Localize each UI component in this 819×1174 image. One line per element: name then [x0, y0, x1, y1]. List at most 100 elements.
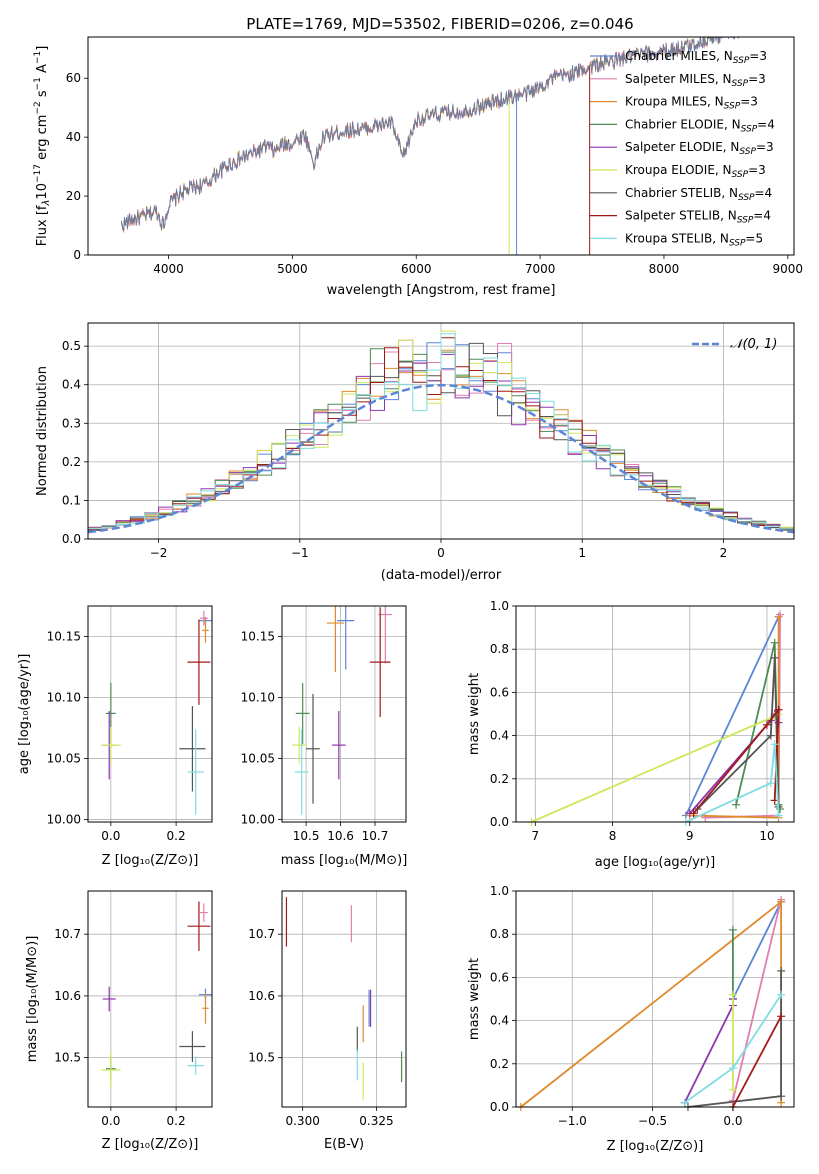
x-tick-label: 0.2 [167, 829, 186, 843]
y-tick-label: 0.5 [62, 339, 81, 353]
gaussian-legend: 𝒩(0, 1) [692, 337, 777, 352]
x-tick-label: 5000 [277, 262, 308, 276]
legend-label: Salpeter STELIB, NSSP=4 [625, 209, 771, 226]
y-tick-label: 0.3 [62, 416, 81, 430]
y-tick-label: 0.8 [490, 642, 509, 656]
residual-ylabel: Normed distribution [35, 366, 50, 496]
age-z-xlabel: Z [log₁₀(Z/Z⊙)] [102, 853, 199, 868]
legend-label: Chabrier STELIB, NSSP=4 [625, 186, 772, 203]
mass-z-xlabel: Z [log₁₀(Z/Z⊙)] [102, 1137, 199, 1152]
y-tick-label: 0.0 [490, 815, 509, 829]
weight-line-salpeter_miles [732, 899, 782, 1101]
x-tick-label: 0 [437, 546, 445, 560]
y-tick-label: 10.10 [47, 691, 81, 705]
spectrum-xlabel: wavelength [Angstrom, rest frame] [327, 283, 556, 298]
y-tick-label: 10.5 [54, 1051, 81, 1065]
weight-line-kroupa_stelib [685, 744, 780, 823]
spectrum-panel: Chabrier MILES, NSSP=3 Salpeter MILES, NS… [33, 36, 804, 298]
spectrum-ylabel: Flux [fλ10−17 erg cm−2 s−1 A−1] [33, 46, 52, 247]
y-tick-label: 0.6 [490, 685, 509, 699]
spectrum-data-line [121, 37, 735, 231]
weight-age-xlabel: age [log₁₀(age/yr)] [595, 855, 716, 870]
x-tick-label: 0.0 [101, 829, 120, 843]
gaussian-curve [87, 383, 795, 534]
y-tick-label: 0.6 [490, 970, 509, 984]
x-tick-label: 9000 [773, 262, 804, 276]
x-tick-label: 0.325 [359, 1114, 393, 1128]
weight-line-chabrier_miles [732, 901, 782, 1000]
x-tick-label: 10 [759, 829, 774, 843]
y-tick-label: 10.7 [54, 927, 81, 941]
age-vs-metallicity-panel: 0.0 0.2 10.00 10.05 10.10 10.15 Z [log₁₀(Z/Z⊙… [17, 605, 213, 868]
y-tick-label: 10.00 [47, 813, 81, 827]
x-tick-label: 7000 [525, 262, 556, 276]
x-tick-label: 8000 [649, 262, 680, 276]
y-tick-label: 0.4 [490, 729, 509, 743]
y-tick-label: 10.6 [54, 989, 81, 1003]
y-tick-label: 10.05 [47, 752, 81, 766]
x-tick-label: 0.0 [101, 1114, 120, 1128]
y-tick-label: 10.15 [241, 630, 275, 644]
residual-hist-kroupa_stelib [88, 333, 794, 530]
x-tick-label: 10.7 [362, 829, 389, 843]
y-tick-label: 10.6 [248, 989, 275, 1003]
age-mass-xlabel: mass [log₁₀(M/M⊙)] [281, 853, 408, 868]
legend-label: Chabrier ELODIE, NSSP=4 [625, 117, 775, 134]
legend-label: Salpeter ELODIE, NSSP=3 [625, 140, 774, 157]
legend-label: Chabrier MILES, NSSP=3 [625, 49, 767, 66]
y-tick-label: 10.5 [248, 1051, 275, 1065]
y-tick-label: 40 [66, 130, 81, 144]
gaussian-legend-label: 𝒩(0, 1) [730, 337, 777, 352]
mass-ebv-xlabel: E(B-V) [324, 1137, 364, 1152]
y-tick-label: 0.0 [62, 532, 81, 546]
spectrum-legend: Chabrier MILES, NSSP=3 Salpeter MILES, NS… [590, 49, 775, 248]
weight-line-chabrier_stelib [696, 657, 780, 810]
age-vs-mass-panel: 10.5 10.6 10.7 10.00 10.05 10.10 10.15 mass [l… [241, 605, 408, 868]
weight-line-chabrier_miles [685, 616, 780, 816]
x-tick-label: 2 [720, 546, 728, 560]
age-z-ylabel: age [log₁₀(age/yr)] [17, 654, 32, 775]
y-tick-label: 0.4 [490, 1014, 509, 1028]
y-tick-label: 0.2 [490, 772, 509, 786]
weight-z-xlabel: Z [log₁₀(Z/Z⊙)] [607, 1139, 704, 1154]
x-tick-label: −0.5 [638, 1114, 667, 1128]
weight-z-ylabel: mass weight [467, 958, 482, 1040]
mass-weight-vs-age-panel: 7 8 9 10 0.0 0.2 0.4 0.6 0.8 1.0 age [log₁₀(age/y… [467, 599, 795, 870]
x-tick-label: −1 [291, 546, 309, 560]
weight-line-salpeter_stelib [732, 1015, 782, 1108]
legend-label: Salpeter MILES, NSSP=3 [625, 72, 766, 89]
mass-weight-vs-metallicity-panel: −1.0 −0.5 0.0 0.0 0.2 0.4 0.6 0.8 1.0 Z [log₁₀(Z… [467, 884, 795, 1154]
y-tick-label: 0.2 [62, 455, 81, 469]
legend-label: Kroupa STELIB, NSSP=5 [625, 231, 763, 248]
y-tick-label: 0.2 [490, 1057, 509, 1071]
figure-title: PLATE=1769, MJD=53502, FIBERID=0206, z=0… [246, 15, 633, 33]
x-tick-label: 10.6 [327, 829, 354, 843]
y-tick-label: 10.10 [241, 691, 275, 705]
mass-vs-ebv-panel: 0.300 0.325 10.5 10.6 10.7 E(B-V) [248, 890, 407, 1152]
x-tick-label: −2 [150, 546, 168, 560]
x-tick-label: 1 [578, 546, 586, 560]
y-tick-label: 1.0 [490, 599, 509, 613]
legend-label: Kroupa ELODIE, NSSP=3 [625, 163, 766, 180]
x-tick-label: 8 [609, 829, 617, 843]
y-tick-label: 20 [66, 189, 81, 203]
x-tick-label: 6000 [401, 262, 432, 276]
x-tick-label: 7 [531, 829, 539, 843]
weight-line-salpeter_stelib [692, 706, 780, 814]
y-tick-label: 10.05 [241, 752, 275, 766]
x-tick-label: 10.5 [293, 829, 320, 843]
y-tick-label: 10.15 [47, 630, 81, 644]
y-tick-label: 0 [73, 248, 81, 262]
y-tick-label: 10.7 [248, 927, 275, 941]
mass-z-ylabel: mass [log₁₀(M/M⊙)] [25, 936, 40, 1063]
y-tick-label: 0.1 [62, 493, 81, 507]
y-tick-label: 0.4 [62, 378, 81, 392]
x-tick-label: 0.0 [723, 1114, 742, 1128]
residual-histogram-panel: 𝒩(0, 1) −2 −1 0 1 2 0.0 0.1 0.2 0.3 0.4 0.5 (data-… [35, 322, 795, 583]
residual-xlabel: (data-model)/error [381, 568, 502, 583]
weight-age-ylabel: mass weight [467, 673, 482, 755]
x-tick-label: −1.0 [558, 1114, 587, 1128]
x-tick-label: 0.2 [167, 1114, 186, 1128]
y-tick-label: 0.8 [490, 927, 509, 941]
